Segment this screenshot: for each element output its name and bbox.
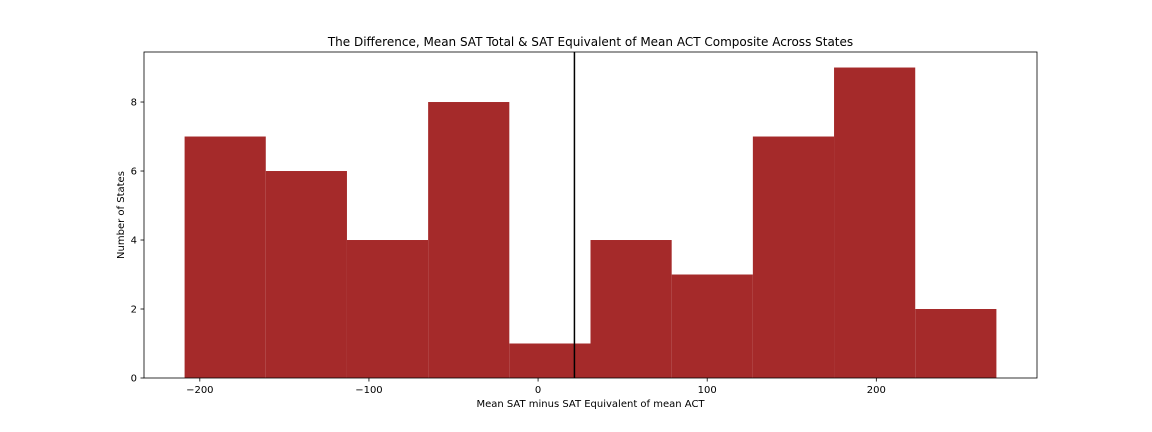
chart-title: The Difference, Mean SAT Total & SAT Equ… [327,35,853,49]
x-axis-ticks: −200 −100 0 100 200 [186,378,886,396]
y-tick-label: 8 [131,98,137,109]
histogram-bar-10 [915,309,997,378]
y-tick-label: 4 [131,236,137,247]
y-tick-label: 0 [131,374,137,385]
x-tick-label: −100 [355,385,382,396]
histogram-bar-7 [671,274,753,378]
y-axis-ticks: 0 2 4 6 8 [131,98,144,385]
histogram-bar-4 [428,102,510,378]
histogram-bar-3 [346,240,429,378]
histogram-bar-8 [752,136,835,378]
plot-frame [143,51,1038,379]
histogram-bars [184,67,997,379]
histogram-bar-5 [509,343,591,378]
histogram-bar-2 [265,171,347,378]
y-tick-label: 6 [131,167,137,178]
histogram-bar-6 [590,240,672,378]
x-tick-label: 100 [698,385,717,396]
histogram-bar-1 [184,136,266,378]
x-axis-label: Mean SAT minus SAT Equivalent of mean AC… [476,399,705,410]
y-tick-label: 2 [131,305,137,316]
x-tick-label: −200 [186,385,213,396]
histogram-bar-9 [834,67,916,379]
x-tick-label: 200 [867,385,886,396]
y-axis-label: Number of States [116,171,127,259]
x-tick-label: 0 [535,385,541,396]
